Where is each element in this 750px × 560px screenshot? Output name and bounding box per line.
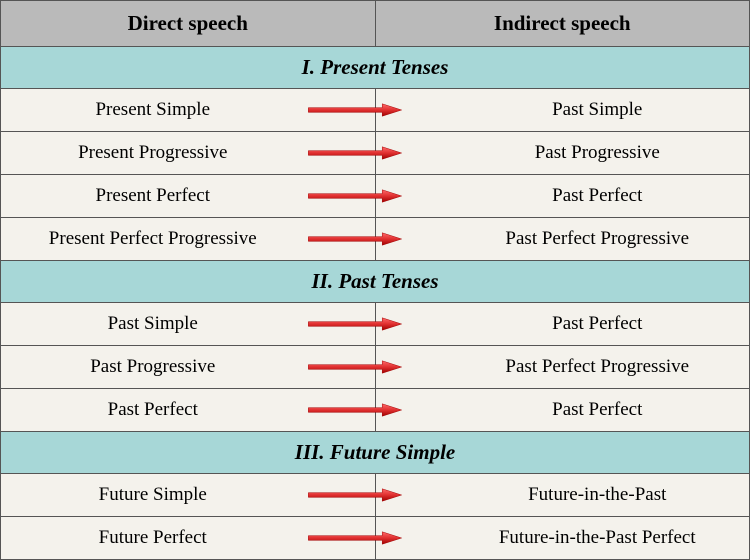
indirect-cell: Future-in-the-Past: [375, 474, 750, 517]
section-row: I. Present Tenses: [1, 47, 750, 89]
indirect-text: Past Perfect: [552, 185, 642, 206]
tense-table: Direct speech Indirect speech I. Present…: [0, 0, 750, 560]
table-row: Future Perfect Future-in-the-Past Perfec…: [1, 517, 750, 560]
indirect-text: Future-in-the-Past Perfect: [499, 527, 696, 548]
header-row: Direct speech Indirect speech: [1, 1, 750, 47]
direct-text: Present Simple: [95, 99, 210, 120]
direct-cell: Future Simple: [1, 474, 376, 517]
table-row: Present Perfect Progressive Past Perfect…: [1, 218, 750, 261]
indirect-text: Past Perfect: [552, 399, 642, 420]
direct-text: Present Perfect Progressive: [49, 228, 257, 249]
table-row: Present Perfect Past Perfect: [1, 175, 750, 218]
indirect-cell: Past Perfect: [375, 175, 750, 218]
direct-cell: Present Perfect: [1, 175, 376, 218]
direct-text: Future Simple: [99, 484, 207, 505]
table-row: Past Progressive Past Perfect Progressiv…: [1, 346, 750, 389]
direct-cell: Past Perfect: [1, 389, 376, 432]
indirect-cell: Past Simple: [375, 89, 750, 132]
table-row: Past Perfect Past Perfect: [1, 389, 750, 432]
direct-text: Future Perfect: [99, 527, 207, 548]
direct-cell: Past Progressive: [1, 346, 376, 389]
direct-cell: Present Progressive: [1, 132, 376, 175]
direct-cell: Present Simple: [1, 89, 376, 132]
header-direct: Direct speech: [1, 1, 376, 47]
table-row: Present Simple Past Simple: [1, 89, 750, 132]
indirect-cell: Past Perfect Progressive: [375, 346, 750, 389]
direct-text: Past Simple: [108, 313, 198, 334]
indirect-cell: Future-in-the-Past Perfect: [375, 517, 750, 560]
indirect-text: Future-in-the-Past: [528, 484, 666, 505]
indirect-cell: Past Perfect: [375, 389, 750, 432]
direct-text: Past Perfect: [108, 399, 198, 420]
direct-cell: Present Perfect Progressive: [1, 218, 376, 261]
section-title: I. Present Tenses: [1, 47, 750, 89]
section-title: III. Future Simple: [1, 432, 750, 474]
section-title: II. Past Tenses: [1, 261, 750, 303]
indirect-cell: Past Progressive: [375, 132, 750, 175]
direct-cell: Past Simple: [1, 303, 376, 346]
direct-text: Present Progressive: [78, 142, 227, 163]
indirect-text: Past Progressive: [535, 142, 660, 163]
indirect-cell: Past Perfect Progressive: [375, 218, 750, 261]
header-indirect: Indirect speech: [375, 1, 750, 47]
indirect-text: Past Perfect Progressive: [505, 356, 689, 377]
indirect-cell: Past Perfect: [375, 303, 750, 346]
direct-cell: Future Perfect: [1, 517, 376, 560]
direct-text: Present Perfect: [96, 185, 210, 206]
table-row: Past Simple Past Perfect: [1, 303, 750, 346]
indirect-text: Past Perfect: [552, 313, 642, 334]
section-row: III. Future Simple: [1, 432, 750, 474]
table-row: Future Simple Future-in-the-Past: [1, 474, 750, 517]
table-row: Present Progressive Past Progressive: [1, 132, 750, 175]
direct-text: Past Progressive: [90, 356, 215, 377]
indirect-text: Past Simple: [552, 99, 642, 120]
indirect-text: Past Perfect Progressive: [505, 228, 689, 249]
section-row: II. Past Tenses: [1, 261, 750, 303]
